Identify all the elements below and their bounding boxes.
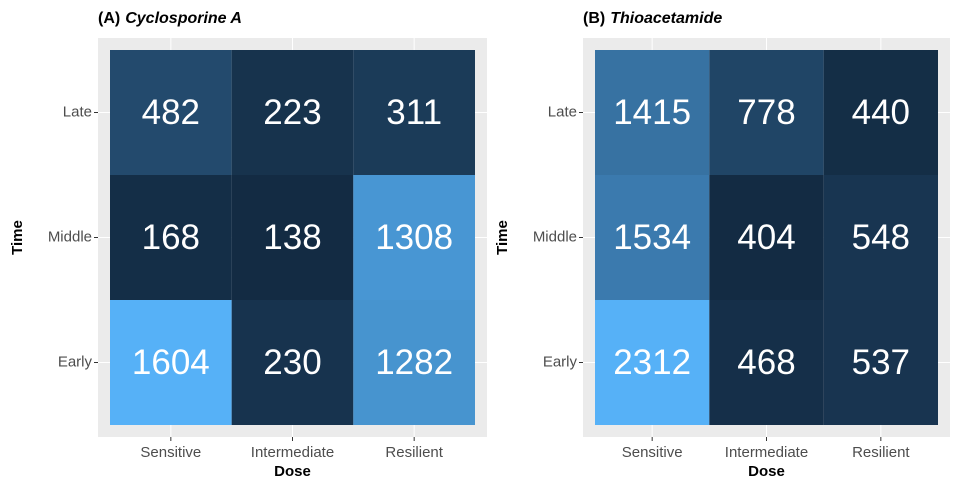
tile-label: 1415 [613,93,691,132]
heat-tile [231,50,354,175]
heat-tile [709,300,824,425]
heat-tile [110,175,232,300]
y-tick-label: Early [543,353,578,370]
x-axis-title: Dose [274,463,311,480]
chart-title: (B) Thioacetamide [583,10,722,27]
tile-label: 404 [737,218,795,257]
y-tick-label: Late [548,103,577,120]
tile-label: 440 [852,93,910,132]
heat-tile [110,50,232,175]
heat-tile [823,50,938,175]
tile-label: 548 [852,218,910,257]
tile-label: 138 [263,218,321,257]
title-text: Thioacetamide [610,10,722,27]
y-tick-label: Early [58,353,93,370]
tile-label: 1282 [375,343,453,382]
y-axis-title: Time [494,220,511,255]
title-text: Cyclosporine A [125,10,242,27]
tile-label: 482 [142,93,200,132]
heat-tile [595,300,710,425]
tile-label: 778 [737,93,795,132]
y-tick-label: Late [63,103,92,120]
tile-label: 1534 [613,218,691,257]
x-tick-label: Sensitive [140,444,201,461]
heat-tile [595,175,710,300]
heat-tile [823,175,938,300]
heat-tile [353,50,475,175]
title-tag: (A) [98,10,120,27]
heat-tile [709,50,824,175]
heat-tile [709,175,824,300]
heat-tile [595,50,710,175]
tile-label: 1308 [375,218,453,257]
heat-tile [823,300,938,425]
x-tick-label: Intermediate [251,444,334,461]
x-tick-label: Intermediate [725,444,808,461]
title-tag: (B) [583,10,605,27]
y-axis-title: Time [9,220,26,255]
tile-label: 168 [142,218,200,257]
tile-label: 468 [737,343,795,382]
heat-tile [353,175,475,300]
x-axis-title: Dose [748,463,785,480]
tile-label: 1604 [132,343,210,382]
chart-title: (A) Cyclosporine A [98,10,242,27]
x-tick-label: Resilient [385,444,443,461]
heat-tile [231,300,354,425]
heat-tile [231,175,354,300]
tile-label: 223 [263,93,321,132]
x-tick-label: Resilient [852,444,910,461]
heat-tile [353,300,475,425]
tile-label: 2312 [613,343,691,382]
heat-tile [110,300,232,425]
tile-label: 537 [852,343,910,382]
y-tick-label: Middle [48,228,92,245]
x-tick-label: Sensitive [622,444,683,461]
tile-label: 230 [263,343,321,382]
tile-label: 311 [386,93,442,132]
y-tick-label: Middle [533,228,577,245]
